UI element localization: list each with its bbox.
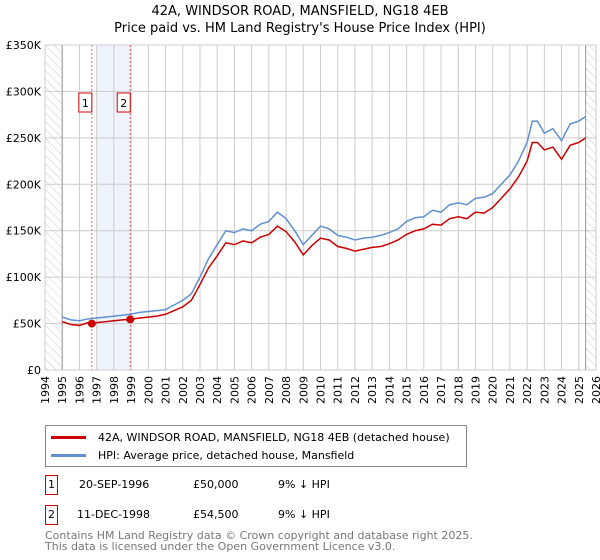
y-tick-label: £50K <box>13 318 42 331</box>
x-tick-label: 2015 <box>401 376 414 404</box>
x-tick-label: 2013 <box>366 376 379 404</box>
legend-property: 42A, WINDSOR ROAD, MANSFIELD, NG18 4EB (… <box>98 430 450 444</box>
y-tick-label: £350K <box>6 39 42 52</box>
x-tick-label: 2014 <box>383 376 396 404</box>
x-tick-label: 2008 <box>280 376 293 404</box>
x-tick-label: 2009 <box>297 376 310 404</box>
y-tick-label: £0 <box>27 364 41 377</box>
chart-subtitle: Price paid vs. HM Land Registry's House … <box>114 21 486 36</box>
x-tick-label: 2007 <box>263 376 276 404</box>
x-tick-label: 1999 <box>125 376 138 404</box>
plot-area: 1994 1995 1996 1997 1998 1999 2000 2001 2002 2003… <box>6 39 600 404</box>
sale-marker-badge: 1 <box>45 475 58 495</box>
x-tick-label: 2021 <box>504 376 517 404</box>
sale-point <box>126 315 135 324</box>
x-tick-label: 1994 <box>39 376 52 404</box>
x-tick-label: 2023 <box>538 376 551 404</box>
sale-marker-box <box>78 92 93 113</box>
x-tick-label: 1997 <box>91 376 104 404</box>
sale-row: 2 11-DEC-1998 £54,500 9% ↓ HPI <box>45 505 445 525</box>
y-tick-label: £100K <box>6 271 42 284</box>
sale-hpi-diff: 9% ↓ HPI <box>278 508 330 521</box>
sale-marker-label: 2 <box>120 97 127 110</box>
x-tick-label: 1995 <box>56 376 69 404</box>
sale-marker-box <box>116 92 131 113</box>
sale-marker-label: 1 <box>82 97 89 110</box>
chart-title: 42A, WINDSOR ROAD, MANSFIELD, NG18 4EB <box>151 4 449 19</box>
x-tick-label: 2006 <box>246 376 259 404</box>
x-tick-label: 1998 <box>108 376 121 404</box>
property-price-line <box>61 137 587 327</box>
x-tick-label: 2017 <box>435 376 448 404</box>
hatched-region-after <box>585 45 596 370</box>
hpi-line <box>61 115 587 322</box>
y-tick-label: £300K <box>6 85 42 98</box>
sale-hpi-diff: 9% ↓ HPI <box>278 478 330 491</box>
x-tick-label: 2002 <box>177 376 190 404</box>
x-tick-label: 2001 <box>160 376 173 404</box>
x-tick-label: 2010 <box>315 376 328 404</box>
sale-point <box>87 319 96 328</box>
footer: Contains HM Land Registry data © Crown c… <box>45 530 473 552</box>
footer-copyright: Contains HM Land Registry data © Crown c… <box>45 529 473 542</box>
x-tick-label: 2024 <box>556 376 569 404</box>
legend: 42A, WINDSOR ROAD, MANSFIELD, NG18 4EB (… <box>45 425 467 467</box>
sale-price: £50,000 <box>193 478 239 491</box>
sale-row: 1 20-SEP-1996 £50,000 9% ↓ HPI <box>45 475 445 495</box>
legend-hpi: HPI: Average price, detached house, Mans… <box>98 448 355 462</box>
sale-price: £54,500 <box>193 508 239 521</box>
footer-licence: This data is licensed under the Open Gov… <box>45 540 396 553</box>
hatched-region-before <box>45 45 63 370</box>
sale-date: 11-DEC-1998 <box>77 508 151 521</box>
sale-date: 20-SEP-1996 <box>79 478 150 491</box>
x-tick-label: 2026 <box>590 376 600 404</box>
x-tick-label: 2011 <box>332 376 345 404</box>
y-tick-label: £200K <box>6 178 42 191</box>
sale-marker-badge: 2 <box>45 505 58 525</box>
x-tick-label: 2000 <box>142 376 155 404</box>
x-tick-label: 2012 <box>349 376 362 404</box>
property-line-swatch <box>51 435 86 439</box>
x-tick-label: 2019 <box>469 376 482 404</box>
x-tick-label: 2025 <box>573 376 586 404</box>
x-tick-label: 2022 <box>521 376 534 404</box>
y-tick-label: £250K <box>6 132 42 145</box>
x-tick-label: 2003 <box>194 376 207 404</box>
x-tick-label: 2005 <box>228 376 241 404</box>
x-tick-label: 2020 <box>487 376 500 404</box>
x-tick-label: 2016 <box>418 376 431 404</box>
x-tick-label: 2004 <box>211 376 224 404</box>
x-tick-label: 2018 <box>452 376 465 404</box>
y-tick-label: £150K <box>6 225 42 238</box>
x-tick-label: 1996 <box>73 376 86 404</box>
hpi-line-swatch <box>51 453 86 457</box>
